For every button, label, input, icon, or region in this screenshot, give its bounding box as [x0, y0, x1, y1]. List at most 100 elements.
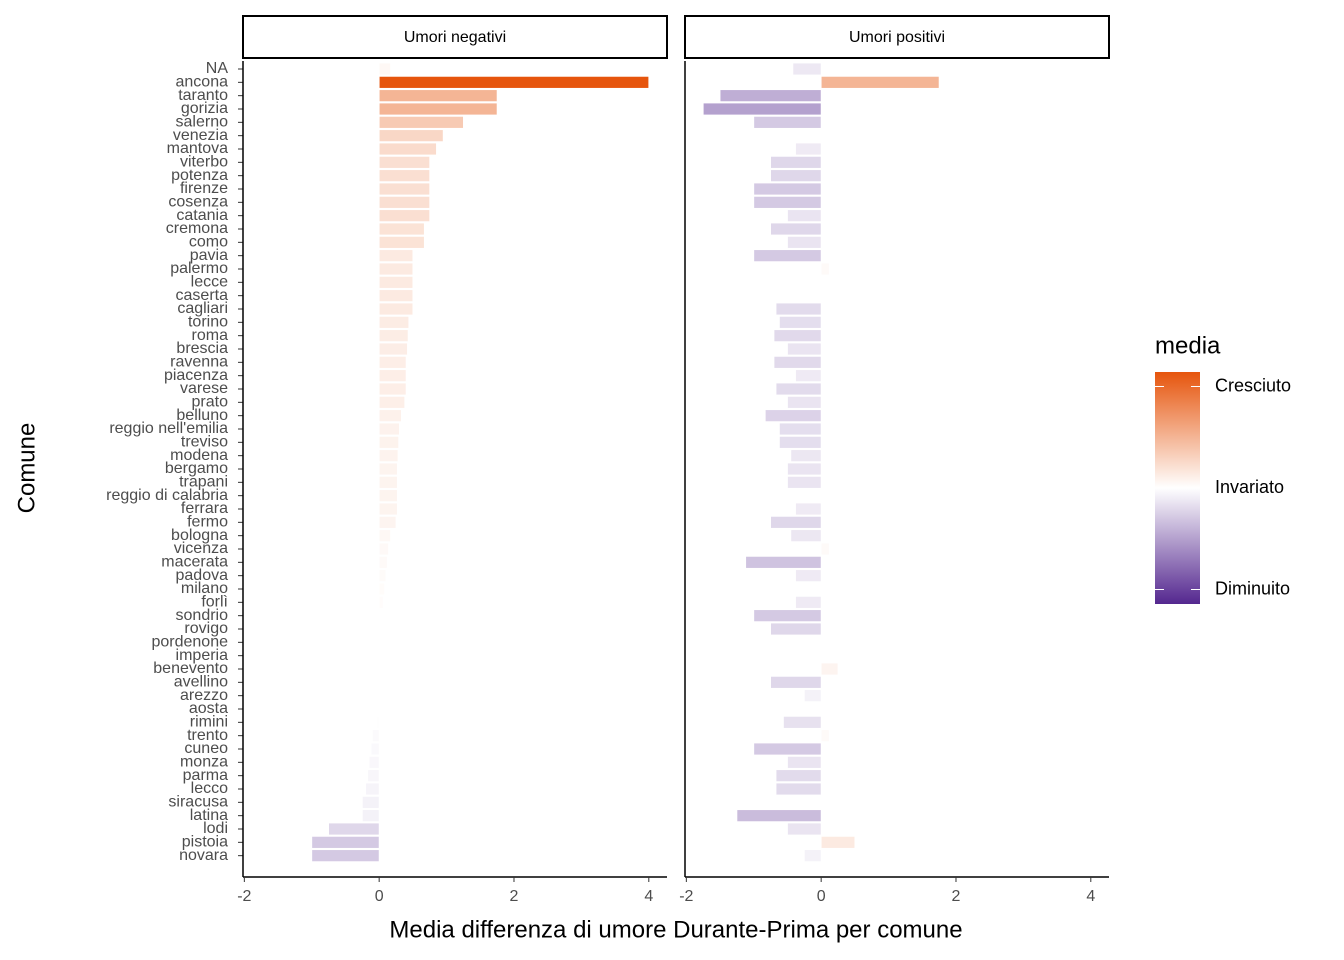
y-tick-label: taranto [178, 87, 228, 104]
bar [745, 555, 822, 569]
facet-title: Umori positivi [849, 29, 945, 46]
x-tick-label: 4 [1086, 888, 1095, 905]
y-tick-label: macerata [161, 554, 228, 571]
x-tick-label: 4 [644, 888, 653, 905]
bar [361, 795, 380, 809]
bar [311, 835, 380, 849]
y-tick-label: modena [170, 447, 228, 464]
bar [378, 369, 407, 383]
y-tick-label: trento [187, 727, 228, 744]
x-tick-label: 2 [510, 888, 519, 905]
bar [378, 195, 431, 209]
bar [378, 155, 431, 169]
y-tick-label: reggio di calabria [106, 487, 228, 504]
bar [795, 502, 822, 516]
bar [778, 435, 822, 449]
bar [378, 435, 400, 449]
bar [775, 769, 822, 783]
bar [376, 715, 380, 729]
bar [378, 529, 392, 543]
x-tick-label: 0 [817, 888, 826, 905]
bar [378, 182, 431, 196]
bar [787, 395, 822, 409]
bar [378, 209, 431, 223]
bar [764, 409, 822, 423]
bar [378, 289, 414, 303]
y-tick-label: cuneo [184, 740, 228, 757]
bar [753, 742, 822, 756]
y-axis-title: Comune [13, 423, 40, 514]
bar [787, 462, 822, 476]
y-tick-label: cremona [166, 220, 228, 237]
legend-title: media [1155, 332, 1221, 359]
bar [368, 755, 380, 769]
bar [820, 662, 839, 676]
legend-label: Diminuito [1215, 578, 1290, 598]
bar [370, 742, 380, 756]
bar [378, 355, 407, 369]
bar [820, 835, 856, 849]
y-tick-label: bologna [171, 527, 228, 544]
y-tick-label: ravenna [170, 354, 228, 371]
bar [702, 102, 822, 116]
bar [775, 382, 822, 396]
bar [372, 729, 380, 743]
bar [787, 822, 822, 836]
y-tick-label: monza [180, 754, 228, 771]
legend-label: Cresciuto [1215, 375, 1291, 395]
bar [795, 569, 822, 583]
facet-strip [242, 15, 668, 59]
bar [378, 475, 398, 489]
y-tick-label: NA [206, 60, 229, 77]
y-tick-label: parma [183, 767, 228, 784]
bar [378, 249, 414, 263]
y-tick-label: aosta [189, 700, 228, 717]
y-tick-label: prato [192, 394, 229, 411]
y-tick-label: brescia [176, 340, 228, 357]
y-tick-label: padova [176, 567, 229, 584]
y-tick-label: belluno [176, 407, 228, 424]
bar [770, 155, 822, 169]
bar [787, 342, 822, 356]
bar [792, 62, 822, 76]
facet-title: Umori negativi [404, 29, 506, 46]
y-tick-label: ancona [176, 74, 229, 91]
bar [803, 849, 822, 863]
y-tick-label: vicenza [174, 540, 228, 557]
bar [378, 462, 398, 476]
x-tick-label: -2 [237, 888, 251, 905]
bar [378, 129, 444, 143]
y-tick-label: potenza [171, 167, 228, 184]
bar [378, 382, 407, 396]
y-tick-label: reggio nell'emilia [109, 420, 228, 437]
y-tick-label: forlì [201, 594, 228, 611]
bar [378, 302, 414, 316]
bar [378, 502, 398, 516]
bar [775, 302, 822, 316]
bar [378, 542, 390, 556]
bar [787, 755, 822, 769]
y-tick-label: trapani [179, 474, 228, 491]
bar [378, 62, 392, 76]
bar [803, 689, 822, 703]
y-tick-label: benevento [153, 660, 228, 677]
bar [736, 809, 822, 823]
y-tick-label: pistoia [182, 834, 228, 851]
y-tick-label: salerno [176, 114, 229, 131]
x-tick-label: -2 [679, 888, 693, 905]
bar [775, 782, 822, 796]
y-tick-label: gorizia [181, 100, 228, 117]
y-tick-label: rovigo [184, 620, 228, 637]
bar [378, 449, 399, 463]
bar [787, 209, 822, 223]
y-tick-label: latina [190, 807, 228, 824]
bar [378, 235, 425, 249]
bar [378, 582, 385, 596]
bar [378, 555, 388, 569]
bar [378, 595, 384, 609]
y-tick-label: milano [181, 580, 228, 597]
bar [378, 329, 409, 343]
y-tick-label: piacenza [164, 367, 228, 384]
bar [820, 542, 830, 556]
bar [378, 409, 402, 423]
